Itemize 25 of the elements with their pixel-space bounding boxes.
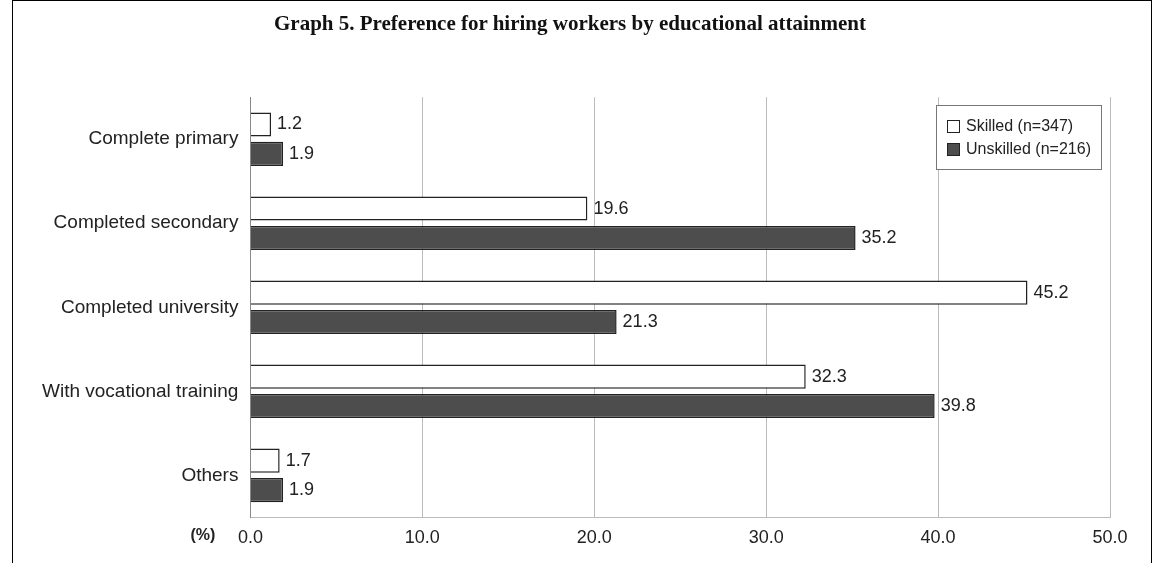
y-tick-label: Complete primary xyxy=(88,127,239,149)
x-axis-title: (%) xyxy=(190,525,216,543)
y-tick-label: Completed university xyxy=(61,295,239,317)
data-label: 1.7 xyxy=(285,449,311,470)
y-tick-label: Completed secondary xyxy=(53,211,239,233)
x-tick-label: 0.0 xyxy=(237,527,263,548)
data-label: 1.9 xyxy=(289,142,315,163)
y-tick-label: Others xyxy=(181,463,239,485)
chart-title: Graph 5. Preference for hiring workers by educational attainment xyxy=(273,11,867,36)
data-label: 45.2 xyxy=(1033,281,1069,302)
text: Skilled (n=347) xyxy=(966,117,1074,136)
x-tick-label: 50.0 xyxy=(1092,527,1128,548)
x-tick-label: 20.0 xyxy=(576,527,612,548)
y-tick-label: With vocational training xyxy=(41,379,239,401)
data-label: 39.8 xyxy=(940,395,976,416)
legend-label: Unskilled (n=216) xyxy=(966,140,1091,159)
data-label: 19.6 xyxy=(593,197,629,218)
data-label: 1.2 xyxy=(277,113,303,134)
data-label: 21.3 xyxy=(622,310,658,331)
data-label: 35.2 xyxy=(861,226,897,247)
x-tick-label: 10.0 xyxy=(404,527,440,548)
data-label: 32.3 xyxy=(811,365,847,386)
x-tick-label: 30.0 xyxy=(748,527,784,548)
data-label: 1.9 xyxy=(289,479,315,500)
x-tick-label: 40.0 xyxy=(920,527,956,548)
